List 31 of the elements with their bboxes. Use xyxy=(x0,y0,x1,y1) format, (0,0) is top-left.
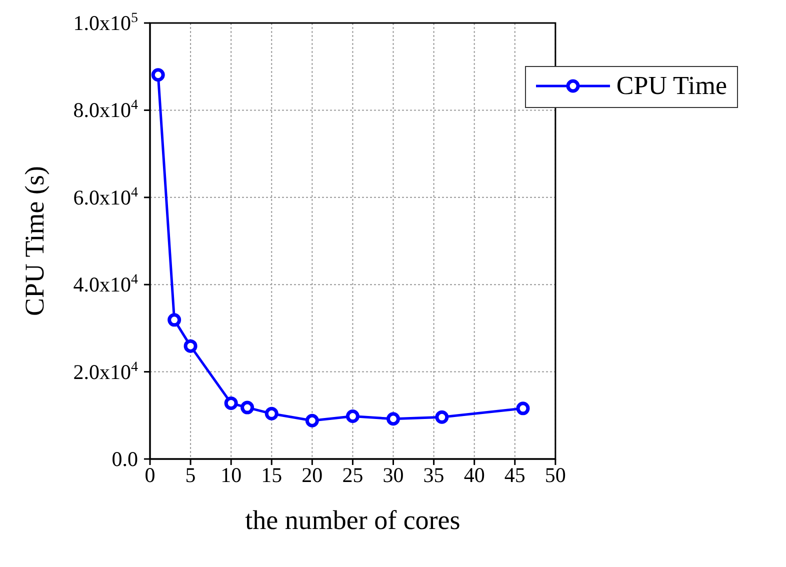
x-axis-title: the number of cores xyxy=(245,505,460,535)
x-tick-label: 40 xyxy=(464,462,485,487)
y-tick-label: 2.0x10$^{4}$ xyxy=(73,359,138,384)
x-tick-label: 30 xyxy=(382,462,404,487)
x-tick-label: 25 xyxy=(342,462,364,487)
x-tick-label: 45 xyxy=(504,462,526,487)
x-tick-label: 10 xyxy=(220,462,242,487)
y-tick-label: 6.0x10$^{4}$ xyxy=(73,185,138,210)
point xyxy=(516,402,530,416)
point xyxy=(386,412,400,426)
point xyxy=(168,313,182,327)
legend-label: CPU Time xyxy=(616,71,727,101)
point xyxy=(184,339,198,353)
point xyxy=(240,400,254,414)
x-tick-label: 5 xyxy=(185,462,196,487)
point xyxy=(224,396,238,410)
y-axis-title: CPU Time (s) xyxy=(20,166,50,316)
point xyxy=(346,410,360,424)
x-tick-label: 35 xyxy=(423,462,444,487)
point xyxy=(151,68,165,82)
x-tick-label: 20 xyxy=(302,462,323,487)
y-tick-label: 0.0 xyxy=(112,447,138,471)
x-tick-label: 0 xyxy=(144,462,156,487)
x-tick-label: 15 xyxy=(261,462,282,487)
point xyxy=(264,406,278,420)
y-tick-label: 4.0x10$^{4}$ xyxy=(73,272,138,297)
point xyxy=(435,410,449,424)
x-tick-label: 50 xyxy=(544,462,566,487)
y-tick-label: 8.0x10$^{4}$ xyxy=(73,98,138,122)
y-tick-label: 1.0x10$^{5}$ xyxy=(73,10,138,35)
point xyxy=(305,414,319,428)
